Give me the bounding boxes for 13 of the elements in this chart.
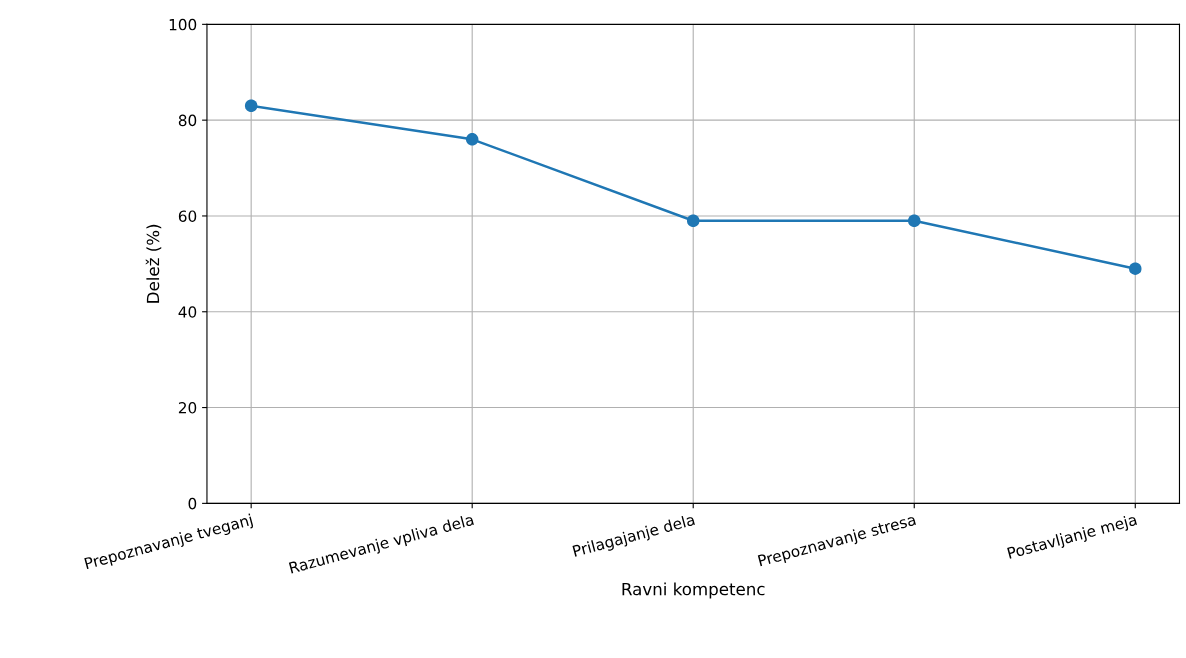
point bbox=[907, 214, 921, 227]
y-tick-label: 100 bbox=[169, 18, 197, 31]
y-tick-label: 40 bbox=[178, 306, 197, 318]
x-axis-title: Ravni kompetenc bbox=[622, 582, 765, 599]
point bbox=[686, 214, 700, 227]
y-tick-label: 0 bbox=[188, 497, 197, 510]
y-tick-label: 20 bbox=[178, 402, 197, 414]
point bbox=[1129, 262, 1142, 275]
y-axis-title: Delež (%) bbox=[145, 224, 162, 303]
point bbox=[465, 133, 479, 146]
y-tick-label: 60 bbox=[178, 210, 197, 222]
point bbox=[244, 99, 258, 113]
y-tick-label: 80 bbox=[178, 114, 197, 127]
